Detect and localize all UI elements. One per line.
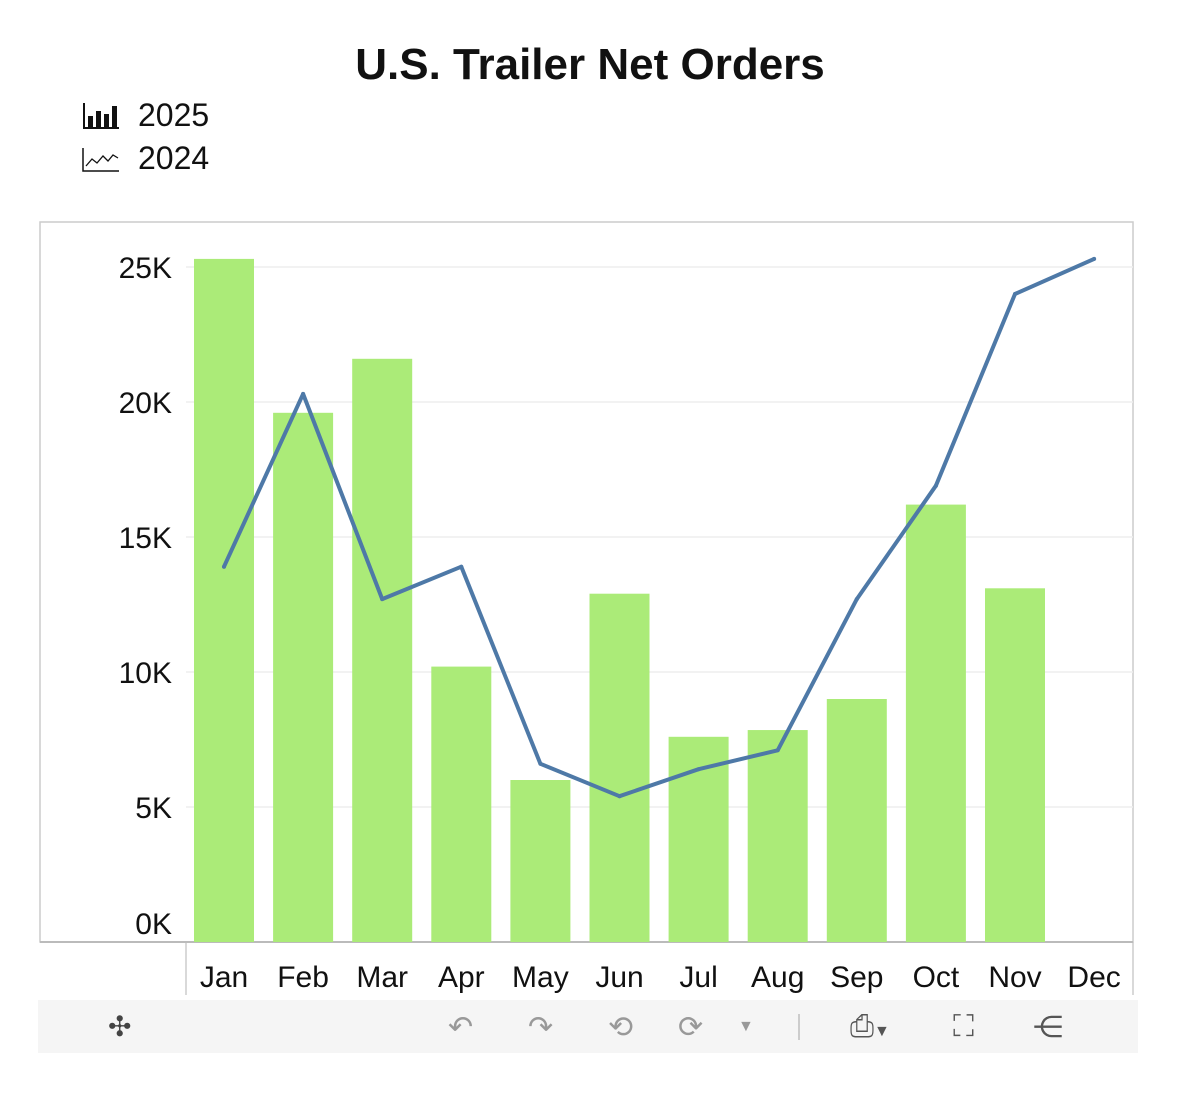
point-2024-Feb	[301, 391, 306, 396]
bar-Mar	[352, 358, 413, 942]
line-2024	[222, 256, 1097, 799]
legend-item-2025[interactable]: 2025	[82, 94, 209, 137]
point-2024-Oct	[933, 483, 938, 488]
bar-Sep	[826, 699, 887, 942]
x-tick-label: Feb	[277, 961, 329, 994]
toolbar-divider	[798, 1014, 800, 1040]
chart-area: 0K 5K 10K 15K 20K 25K Jan Feb Mar Apr May Jun Jul Aug…	[39, 221, 1134, 995]
bar-Feb	[273, 412, 334, 942]
fullscreen-icon[interactable]: ⛶	[953, 1010, 974, 1043]
x-tick-label: Jul	[679, 961, 717, 994]
pause-dropdown-icon[interactable]: ▼	[738, 1018, 754, 1035]
point-2024-Apr	[459, 564, 464, 569]
legend-label: 2024	[138, 140, 210, 176]
chart-title: U.S. Trailer Net Orders	[355, 40, 825, 89]
x-tick-label: Oct	[913, 961, 960, 994]
bar-Apr	[431, 666, 492, 942]
legend: 2025 2024	[82, 94, 209, 180]
x-tick-label: Sep	[830, 961, 883, 994]
refresh-icon[interactable]: ⟳	[678, 1011, 704, 1044]
bar-May	[510, 780, 571, 942]
y-tick-label: 15K	[119, 522, 172, 555]
x-tick-label: Aug	[751, 961, 804, 994]
point-2024-Dec	[1092, 256, 1097, 261]
line-chart-icon	[82, 147, 119, 172]
x-tick-label: Mar	[356, 961, 408, 994]
bar-Jan	[194, 258, 254, 942]
bar-Oct	[905, 504, 966, 942]
y-tick-label: 5K	[135, 792, 172, 825]
point-2024-Jun	[617, 794, 622, 799]
point-2024-Jan	[222, 564, 226, 569]
x-tick-label: Jan	[200, 961, 248, 994]
y-tick-label: 20K	[119, 387, 172, 420]
y-tick-label: 0K	[135, 908, 172, 941]
point-2024-Jul	[696, 767, 701, 772]
y-tick-label: 25K	[119, 252, 172, 285]
revert-icon[interactable]: ⟲	[608, 1011, 634, 1044]
bar-Nov	[985, 588, 1045, 942]
share-icon[interactable]: ⋲	[1033, 1011, 1063, 1044]
legend-item-2024[interactable]: 2024	[82, 137, 209, 180]
point-2024-Sep	[854, 597, 859, 602]
x-tick-label: Nov	[988, 961, 1041, 994]
legend-label: 2025	[138, 97, 210, 133]
point-2024-Nov	[1013, 292, 1017, 296]
point-2024-Mar	[380, 597, 385, 602]
bar-Jun	[589, 593, 650, 942]
toolbar: ✣ ↶ ↷ ⟲ ⟳ ▼ ⎙▼ ⛶ ⋲	[38, 1000, 1138, 1053]
bar-Aug	[747, 730, 808, 942]
tableau-logo-icon[interactable]: ✣	[108, 1011, 132, 1042]
download-icon[interactable]: ⎙▼	[850, 1010, 890, 1043]
x-tick-label: Jun	[595, 961, 643, 994]
redo-icon[interactable]: ↷	[528, 1011, 554, 1044]
x-tick-label: Apr	[438, 961, 485, 994]
bar-chart-icon	[83, 102, 119, 129]
point-2024-Aug	[775, 748, 780, 753]
point-2024-May	[538, 761, 543, 766]
undo-icon[interactable]: ↶	[448, 1011, 474, 1044]
y-tick-label: 10K	[119, 657, 172, 690]
x-tick-label: May	[512, 961, 569, 994]
x-tick-label: Dec	[1067, 961, 1120, 994]
